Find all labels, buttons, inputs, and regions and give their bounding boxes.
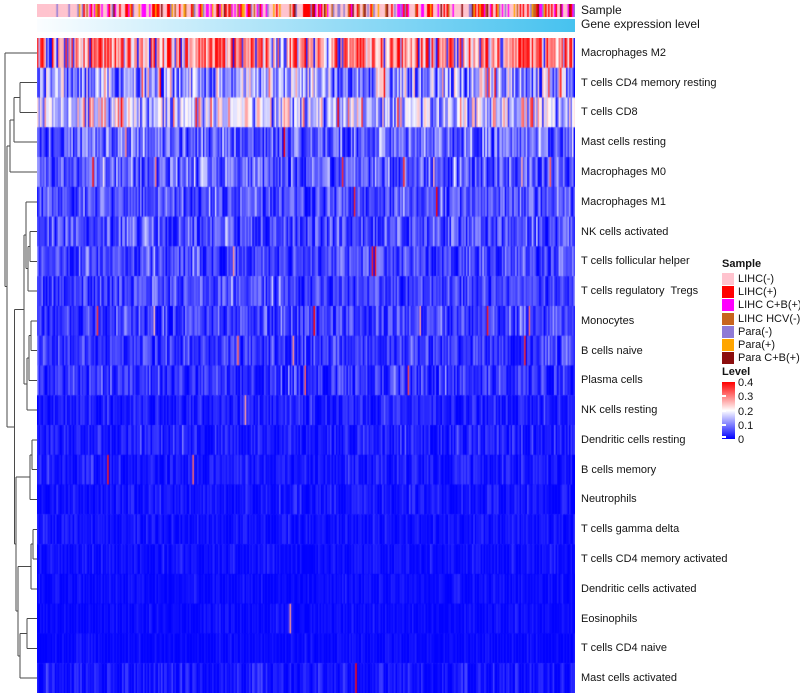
row-label: Mast cells activated (581, 672, 677, 685)
row-label: Monocytes (581, 314, 635, 327)
row-label: T cells gamma delta (581, 523, 680, 536)
level-tick-label: 0 (738, 434, 745, 446)
legend-swatch-lihc- (722, 286, 734, 299)
row-label: T cells CD8 (581, 106, 638, 119)
legend-swatch-lihc-c-b- (722, 299, 734, 312)
row-label: Macrophages M1 (581, 195, 666, 208)
legend: Sample LIHC(-) LIHC(+) LIHC C+B(+) LIHC HCV… (714, 258, 800, 458)
row-dendrogram (4, 52, 37, 679)
row-label: T cells follicular helper (581, 255, 690, 268)
row-label: Macrophages M0 (581, 165, 666, 178)
legend-swatch-para- (722, 325, 734, 338)
row-label: Dendritic cells activated (581, 582, 697, 595)
level-tick-mark (722, 395, 726, 398)
level-tick-mark (722, 409, 726, 412)
row-label: B cells naive (581, 344, 643, 357)
row-label: NK cells activated (581, 225, 669, 238)
row-label: Neutrophils (581, 493, 637, 506)
level-tick-mark (722, 435, 726, 438)
legend-item-label: Para(+) (738, 339, 775, 351)
row-label: T cells CD4 memory resting (581, 76, 717, 89)
legend-sample-title: Sample (722, 258, 762, 270)
sample-annotation-bar (37, 4, 575, 17)
legend-level-title: Level (722, 366, 751, 378)
row-label: NK cells resting (581, 404, 658, 417)
legend-item-label: LIHC(-) (738, 273, 775, 285)
row-label: Mast cells resting (581, 136, 666, 149)
legend-item-label: LIHC HCV(-) (738, 312, 800, 325)
heatmap-body (37, 38, 575, 693)
row-label: Macrophages M2 (581, 46, 666, 59)
gene-expression-annotation-label: Gene expression level (581, 17, 700, 31)
row-label: B cells memory (581, 463, 657, 476)
row-label: T cells CD4 memory activated (581, 553, 728, 566)
level-tick-mark (722, 423, 726, 426)
row-label: T cells regulatory Tregs (581, 285, 699, 298)
row-label: T cells CD4 naive (581, 642, 667, 655)
level-tick-label: 0.4 (738, 377, 754, 389)
sample-annotation-label: Sample (581, 3, 622, 17)
level-tick-label: 0.3 (738, 391, 754, 404)
level-tick-label: 0.2 (738, 405, 754, 418)
row-label: Dendritic cells resting (581, 433, 686, 446)
gene-expression-annotation-bar (37, 19, 575, 32)
row-label: Eosinophils (581, 612, 638, 625)
legend-swatch-lihc- (722, 273, 734, 285)
level-tick-label: 0.1 (738, 419, 754, 432)
row-label: Plasma cells (581, 374, 643, 387)
legend-item-label: Para C+B(+) (738, 352, 800, 365)
legend-item-label: Para(-) (738, 325, 773, 338)
legend-swatch-para-c-b- (722, 352, 734, 365)
legend-item-label: LIHC(+) (738, 286, 777, 299)
legend-swatch-lihc-hcv- (722, 312, 734, 325)
legend-swatch-para- (722, 339, 734, 351)
legend-item-label: LIHC C+B(+) (738, 299, 800, 312)
